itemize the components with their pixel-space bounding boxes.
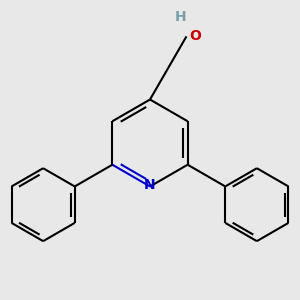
Text: O: O — [189, 29, 201, 44]
Text: N: N — [144, 178, 156, 192]
Text: H: H — [175, 10, 187, 24]
